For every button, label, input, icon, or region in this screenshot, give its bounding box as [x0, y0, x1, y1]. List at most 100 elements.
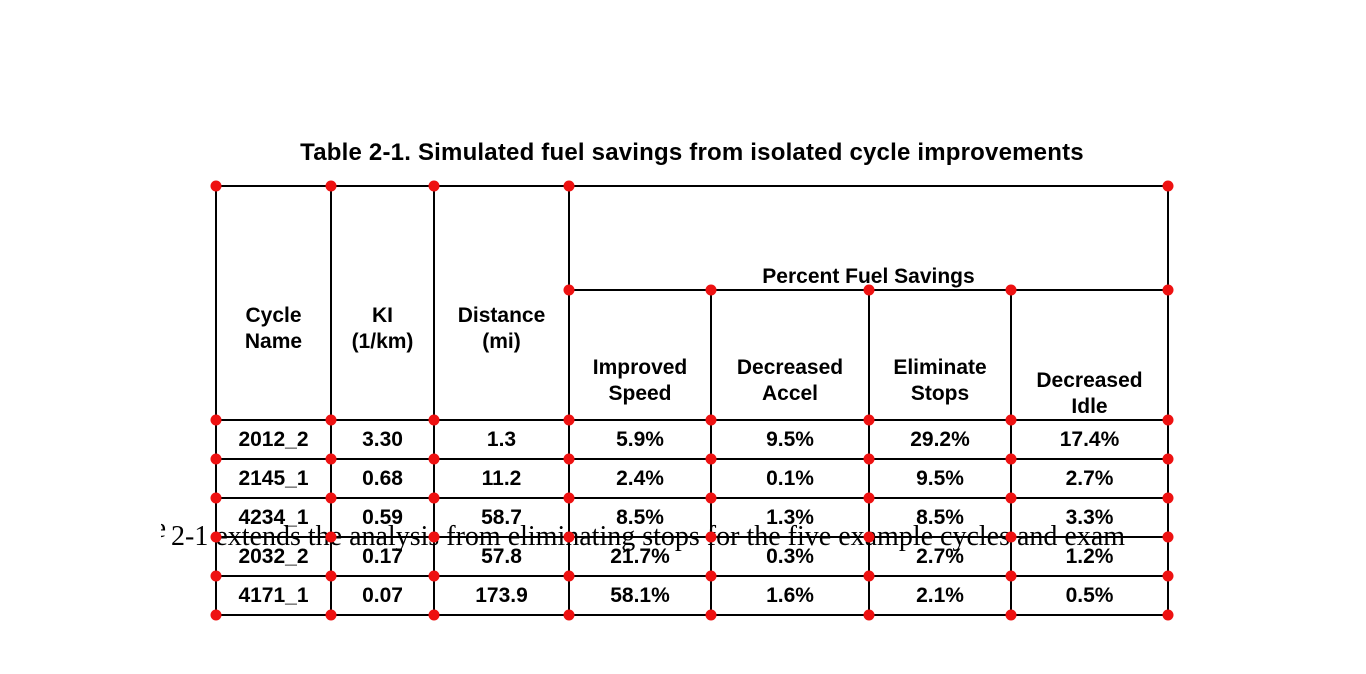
table-cell: 3.3% — [1005, 492, 1174, 539]
cell-value: 3.3% — [1065, 506, 1114, 530]
table-cell: 1.3% — [705, 492, 870, 539]
cell-value: 57.8 — [481, 545, 522, 569]
body-text: 2-1 extends the analysis from eliminatin… — [171, 521, 1126, 552]
table-cell: 17.4% — [1005, 414, 1174, 461]
col-header-group-percent-fuel-savings: Percent Fuel Savings — [563, 180, 1174, 292]
cell-value: 21.7% — [610, 545, 670, 569]
table-title: Table 2-1. Simulated fuel savings from i… — [300, 139, 1084, 166]
col-header-cycle-name: Cycle Name — [210, 180, 332, 422]
header-label: KI (1/km) — [351, 304, 414, 353]
cell-value: 29.2% — [910, 428, 970, 452]
cell-value: 2.7% — [916, 545, 964, 569]
table-cell: 5.9% — [563, 414, 712, 461]
clipped-letter: e — [161, 513, 166, 545]
fuel-savings-table: Cycle Name KI (1/km) Distance (mi) Perce… — [210, 180, 1174, 621]
table-row: 2145_1 0.68 11.2 2.4% 0.1% 9.5% 2.7% — [210, 453, 1174, 500]
table-cell: 2012_2 — [210, 414, 332, 461]
header-label: Decreased Idle — [1036, 369, 1143, 418]
cell-value: 58.1% — [610, 584, 670, 608]
cell-value: 4234_1 — [238, 506, 309, 530]
header-label: Cycle Name — [244, 304, 303, 353]
cell-value: 4171_1 — [238, 584, 309, 608]
cell-value: 2032_2 — [238, 545, 309, 569]
cell-value: 1.6% — [766, 584, 814, 608]
table-cell: 3.30 — [325, 414, 435, 461]
cell-value: 1.3% — [766, 506, 814, 530]
table-cell: 4171_1 — [210, 570, 332, 621]
col-header-ki: KI (1/km) — [325, 180, 435, 422]
table-cell: 21.7% — [563, 531, 712, 578]
cell-value: 17.4% — [1059, 428, 1120, 452]
cell-value: 1.2% — [1065, 545, 1114, 569]
cell-value: 2145_1 — [238, 467, 309, 491]
table-cell: 9.5% — [863, 453, 1012, 500]
cell-value: 0.3% — [766, 545, 814, 569]
cell-value: 9.5% — [916, 467, 964, 491]
table-cell: 0.17 — [325, 531, 435, 578]
cell-value: 2.4% — [616, 467, 664, 491]
table-cell: 0.59 — [325, 492, 435, 539]
header-label: Eliminate Stops — [893, 356, 987, 406]
table-cell: 58.7 — [428, 492, 570, 539]
table-cell: 2.4% — [563, 453, 712, 500]
table-cell: 1.3 — [428, 414, 570, 461]
table-cell: 11.2 — [428, 453, 570, 500]
grid-corner-dot — [210, 180, 222, 192]
cell-value: 0.68 — [362, 467, 403, 491]
header-row-sub: Improved Speed Decreased Accel Eliminate… — [216, 284, 1174, 422]
col-header-distance: Distance (mi) — [428, 180, 570, 422]
cell-value: 0.59 — [362, 506, 403, 530]
table-cell: 2.7% — [863, 531, 1012, 578]
cell-value: 2.7% — [1065, 467, 1114, 491]
table-cell: 2.7% — [1005, 453, 1174, 500]
table-cell: 8.5% — [563, 492, 712, 539]
cell-value: 9.5% — [766, 428, 814, 452]
col-header-decreased-idle: Decreased Idle — [1005, 284, 1174, 422]
cell-value: 0.17 — [362, 545, 403, 569]
header-label: Percent Fuel Savings — [762, 264, 975, 288]
table-row: 2032_2 0.17 57.8 21.7% 0.3% 2.7% 1.2% — [210, 531, 1174, 578]
cell-value: 58.7 — [481, 506, 522, 530]
table-cell: 57.8 — [428, 531, 570, 578]
table-container: Cycle Name KI (1/km) Distance (mi) Perce… — [210, 180, 1174, 621]
clipped-word-fragment: e — [161, 513, 166, 545]
body-text-line: e2-1 extends the analysis from eliminati… — [161, 513, 1125, 553]
table-cell: 0.1% — [705, 453, 870, 500]
cell-value: 0.5% — [1065, 584, 1114, 608]
col-header-decreased-accel: Decreased Accel — [705, 284, 870, 422]
table-row: 4234_1 0.59 58.7 8.5% 1.3% 8.5% 3.3% — [210, 492, 1174, 539]
cell-value: 8.5% — [916, 506, 964, 530]
table-cell: 29.2% — [863, 414, 1012, 461]
header-label: Improved Speed — [592, 356, 688, 406]
cell-value: 1.3 — [486, 428, 517, 452]
header-label: Decreased Accel — [736, 356, 844, 406]
cell-value: 2012_2 — [238, 428, 309, 452]
cell-value: 11.2 — [481, 467, 522, 491]
col-header-eliminate-stops: Eliminate Stops — [863, 284, 1012, 422]
cell-value: 5.9% — [616, 428, 664, 452]
col-header-improved-speed: Improved Speed — [563, 284, 712, 422]
header-label: Distance (mi) — [457, 304, 546, 353]
table-cell: 0.68 — [325, 453, 435, 500]
table-cell: 2.1% — [863, 570, 1012, 621]
table-cell: 0.5% — [1005, 570, 1174, 621]
cell-value: 8.5% — [616, 506, 664, 530]
header-row-group: Cycle Name KI (1/km) Distance (mi) Perce… — [210, 180, 1174, 422]
table-row: 2012_2 3.30 1.3 5.9% 9.5% 29.2% 17.4% — [210, 414, 1174, 461]
cell-value: 0.1% — [766, 467, 814, 491]
table-row: 4171_1 0.07 173.9 58.1% 1.6% 2.1% 0.5% — [210, 570, 1174, 621]
grid-corner-dot — [210, 609, 222, 621]
grid-corner-dot — [1162, 609, 1174, 621]
cell-value: 173.9 — [475, 584, 528, 608]
table-cell: 1.6% — [705, 570, 870, 621]
table-cell: 0.07 — [325, 570, 435, 621]
table-cell: 0.3% — [705, 531, 870, 578]
table-cell: 4234_1 — [210, 492, 332, 539]
cell-value: 3.30 — [362, 428, 403, 452]
cell-value: 2.1% — [916, 584, 964, 608]
table-cell: 2145_1 — [210, 453, 332, 500]
table-cell: 9.5% — [705, 414, 870, 461]
cell-value: 0.07 — [362, 584, 403, 608]
grid-corner-dot — [1162, 180, 1174, 192]
